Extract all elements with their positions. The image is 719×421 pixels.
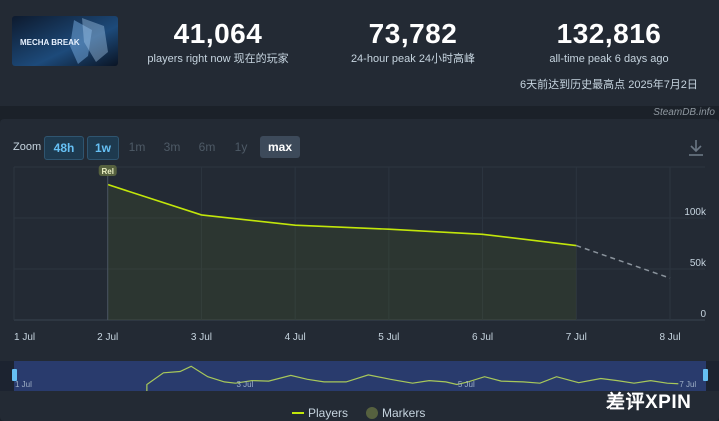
navigator-label: 3 Jul	[236, 380, 253, 389]
y-tick-label: 50k	[690, 258, 707, 269]
marker-badge	[98, 165, 117, 176]
navigator-line	[146, 365, 679, 391]
marker-label: Rel	[101, 167, 113, 176]
alltime-peak-value: 132,816	[556, 18, 662, 49]
x-tick-label: 4 Jul	[285, 332, 306, 343]
navigator-handle-right[interactable]	[703, 369, 708, 381]
navigator-selection[interactable]	[14, 361, 706, 391]
navigator-label: 5 Jul	[458, 380, 475, 389]
navigator-label: 1 Jul	[15, 380, 32, 389]
legend-markers-swatch[interactable]	[366, 407, 378, 419]
stats-panel: MECHA BREAK 41,064 players right now 现在的…	[0, 0, 719, 106]
zoom-3m-button[interactable]: 3m	[163, 140, 181, 154]
zoom-48h-button[interactable]: 48h	[44, 136, 84, 160]
game-logo: MECHA BREAK	[12, 16, 118, 66]
y-tick-label: 0	[700, 309, 706, 320]
x-tick-label: 2 Jul	[97, 332, 118, 343]
game-thumbnail[interactable]: MECHA BREAK	[12, 16, 118, 66]
alltime-peak-date: 6天前达到历史最高点 2025年7月2日	[520, 79, 698, 91]
zoom-1m-button[interactable]: 1m	[128, 140, 146, 154]
projection-line	[576, 244, 671, 279]
alltime-peak-label: all-time peak 6 days ago	[549, 53, 669, 65]
players-line	[107, 183, 577, 247]
stat-current-players: 41,064 players right now 现在的玩家	[143, 18, 293, 66]
x-tick-label: 5 Jul	[378, 332, 399, 343]
zoom-6m-button[interactable]: 6m	[198, 140, 216, 154]
navigator-label: 7 Jul	[679, 380, 696, 389]
x-tick-label: 6 Jul	[472, 332, 493, 343]
stat-alltime-peak: 132,816 all-time peak 6 days ago 6天前达到历史…	[520, 18, 698, 92]
x-tick-label: 1 Jul	[14, 332, 35, 343]
legend-players-label[interactable]: Players	[308, 406, 348, 420]
x-tick-label: 7 Jul	[566, 332, 587, 343]
peak-24h-label: 24-hour peak 24小时高峰	[350, 53, 476, 65]
y-tick-label: 100k	[684, 207, 707, 218]
zoom-max-button[interactable]: max	[260, 136, 300, 158]
legend-markers-label[interactable]: Markers	[382, 406, 425, 420]
game-logo-text: MECHA BREAK	[20, 38, 80, 47]
players-area	[107, 184, 577, 320]
watermark: 差评XPIN	[606, 392, 692, 413]
current-players-label: players right now 现在的玩家	[147, 53, 289, 65]
x-tick-label: 8 Jul	[659, 332, 680, 343]
zoom-label: Zoom	[13, 141, 42, 153]
stat-24h-peak: 73,782 24-hour peak 24小时高峰	[338, 18, 488, 66]
peak-24h-value: 73,782	[368, 18, 458, 49]
zoom-1y-button[interactable]: 1y	[234, 140, 248, 154]
current-players-value: 41,064	[173, 18, 263, 49]
download-icon[interactable]	[688, 139, 704, 157]
zoom-1w-button[interactable]: 1w	[87, 136, 119, 160]
steamdb-attribution[interactable]: SteamDB.info	[653, 107, 715, 118]
navigator-handle-left[interactable]	[12, 369, 17, 381]
x-tick-label: 3 Jul	[191, 332, 212, 343]
